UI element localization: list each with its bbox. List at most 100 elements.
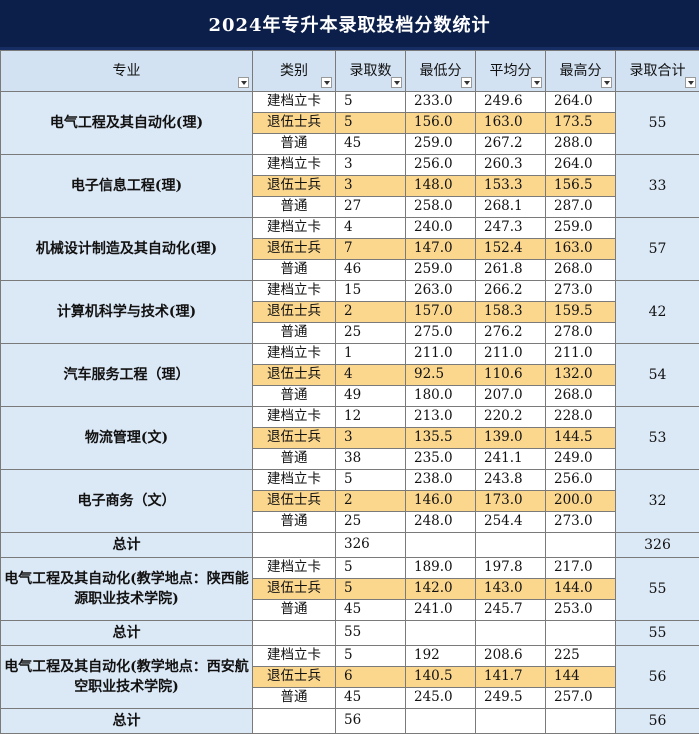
avg-score-cell[interactable]: 197.8	[476, 558, 546, 579]
total-cell[interactable]: 55	[616, 92, 699, 155]
total-blank[interactable]	[476, 533, 546, 558]
min-score-cell[interactable]: 258.0	[406, 197, 476, 218]
major-cell[interactable]: 电子商务（文）	[1, 470, 253, 533]
category-cell[interactable]: 普通	[253, 386, 336, 407]
max-score-cell[interactable]: 287.0	[546, 197, 616, 218]
category-cell[interactable]: 建档立卡	[253, 646, 336, 667]
header-total[interactable]: 录取合计	[616, 51, 699, 92]
filter-dropdown-icon[interactable]	[685, 77, 696, 88]
count-cell[interactable]: 15	[336, 281, 406, 302]
total-count[interactable]: 55	[336, 621, 406, 646]
avg-score-cell[interactable]: 266.2	[476, 281, 546, 302]
total-blank[interactable]	[253, 621, 336, 646]
category-cell[interactable]: 普通	[253, 134, 336, 155]
category-cell[interactable]: 退伍士兵	[253, 239, 336, 260]
major-cell[interactable]: 电气工程及其自动化(教学地点：陕西能源职业技术学院)	[1, 558, 253, 621]
total-sum[interactable]: 55	[616, 621, 699, 646]
max-score-cell[interactable]: 156.5	[546, 176, 616, 197]
major-cell[interactable]: 计算机科学与技术(理)	[1, 281, 253, 344]
avg-score-cell[interactable]: 268.1	[476, 197, 546, 218]
header-min[interactable]: 最低分	[406, 51, 476, 92]
avg-score-cell[interactable]: 208.6	[476, 646, 546, 667]
total-cell[interactable]: 33	[616, 155, 699, 218]
category-cell[interactable]: 普通	[253, 449, 336, 470]
avg-score-cell[interactable]: 220.2	[476, 407, 546, 428]
category-cell[interactable]: 退伍士兵	[253, 176, 336, 197]
max-score-cell[interactable]: 173.5	[546, 113, 616, 134]
total-cell[interactable]: 56	[616, 646, 699, 709]
avg-score-cell[interactable]: 158.3	[476, 302, 546, 323]
count-cell[interactable]: 5	[336, 113, 406, 134]
min-score-cell[interactable]: 238.0	[406, 470, 476, 491]
avg-score-cell[interactable]: 249.5	[476, 688, 546, 709]
filter-dropdown-icon[interactable]	[601, 77, 612, 88]
category-cell[interactable]: 建档立卡	[253, 155, 336, 176]
count-cell[interactable]: 3	[336, 428, 406, 449]
count-cell[interactable]: 3	[336, 155, 406, 176]
category-cell[interactable]: 普通	[253, 512, 336, 533]
count-cell[interactable]: 45	[336, 688, 406, 709]
filter-dropdown-icon[interactable]	[461, 77, 472, 88]
avg-score-cell[interactable]: 110.6	[476, 365, 546, 386]
category-cell[interactable]: 普通	[253, 688, 336, 709]
avg-score-cell[interactable]: 241.1	[476, 449, 546, 470]
filter-dropdown-icon[interactable]	[531, 77, 542, 88]
avg-score-cell[interactable]: 207.0	[476, 386, 546, 407]
min-score-cell[interactable]: 245.0	[406, 688, 476, 709]
min-score-cell[interactable]: 156.0	[406, 113, 476, 134]
min-score-cell[interactable]: 135.5	[406, 428, 476, 449]
avg-score-cell[interactable]: 249.6	[476, 92, 546, 113]
count-cell[interactable]: 3	[336, 176, 406, 197]
major-cell[interactable]: 物流管理(文)	[1, 407, 253, 470]
total-blank[interactable]	[546, 533, 616, 558]
avg-score-cell[interactable]: 260.3	[476, 155, 546, 176]
category-cell[interactable]: 建档立卡	[253, 344, 336, 365]
max-score-cell[interactable]: 144.0	[546, 579, 616, 600]
category-cell[interactable]: 退伍士兵	[253, 428, 336, 449]
avg-score-cell[interactable]: 141.7	[476, 667, 546, 688]
header-major[interactable]: 专业	[1, 51, 253, 92]
count-cell[interactable]: 38	[336, 449, 406, 470]
max-score-cell[interactable]: 228.0	[546, 407, 616, 428]
min-score-cell[interactable]: 240.0	[406, 218, 476, 239]
min-score-cell[interactable]: 180.0	[406, 386, 476, 407]
count-cell[interactable]: 7	[336, 239, 406, 260]
min-score-cell[interactable]: 211.0	[406, 344, 476, 365]
category-cell[interactable]: 普通	[253, 197, 336, 218]
min-score-cell[interactable]: 259.0	[406, 134, 476, 155]
avg-score-cell[interactable]: 143.0	[476, 579, 546, 600]
count-cell[interactable]: 1	[336, 344, 406, 365]
category-cell[interactable]: 普通	[253, 260, 336, 281]
max-score-cell[interactable]: 225	[546, 646, 616, 667]
category-cell[interactable]: 普通	[253, 323, 336, 344]
category-cell[interactable]: 建档立卡	[253, 470, 336, 491]
count-cell[interactable]: 49	[336, 386, 406, 407]
min-score-cell[interactable]: 192	[406, 646, 476, 667]
total-blank[interactable]	[253, 533, 336, 558]
major-cell[interactable]: 汽车服务工程（理）	[1, 344, 253, 407]
avg-score-cell[interactable]: 247.3	[476, 218, 546, 239]
category-cell[interactable]: 退伍士兵	[253, 113, 336, 134]
filter-dropdown-icon[interactable]	[321, 77, 332, 88]
major-cell[interactable]: 电气工程及其自动化(理)	[1, 92, 253, 155]
max-score-cell[interactable]: 268.0	[546, 386, 616, 407]
category-cell[interactable]: 建档立卡	[253, 558, 336, 579]
category-cell[interactable]: 建档立卡	[253, 407, 336, 428]
total-blank[interactable]	[406, 533, 476, 558]
total-blank[interactable]	[476, 621, 546, 646]
min-score-cell[interactable]: 140.5	[406, 667, 476, 688]
min-score-cell[interactable]: 263.0	[406, 281, 476, 302]
filter-dropdown-icon[interactable]	[238, 77, 249, 88]
count-cell[interactable]: 2	[336, 302, 406, 323]
min-score-cell[interactable]: 256.0	[406, 155, 476, 176]
min-score-cell[interactable]: 157.0	[406, 302, 476, 323]
major-cell[interactable]: 电气工程及其自动化(教学地点：西安航空职业技术学院)	[1, 646, 253, 709]
max-score-cell[interactable]: 273.0	[546, 512, 616, 533]
avg-score-cell[interactable]: 261.8	[476, 260, 546, 281]
avg-score-cell[interactable]: 267.2	[476, 134, 546, 155]
category-cell[interactable]: 建档立卡	[253, 218, 336, 239]
min-score-cell[interactable]: 235.0	[406, 449, 476, 470]
max-score-cell[interactable]: 256.0	[546, 470, 616, 491]
max-score-cell[interactable]: 159.5	[546, 302, 616, 323]
total-cell[interactable]: 53	[616, 407, 699, 470]
